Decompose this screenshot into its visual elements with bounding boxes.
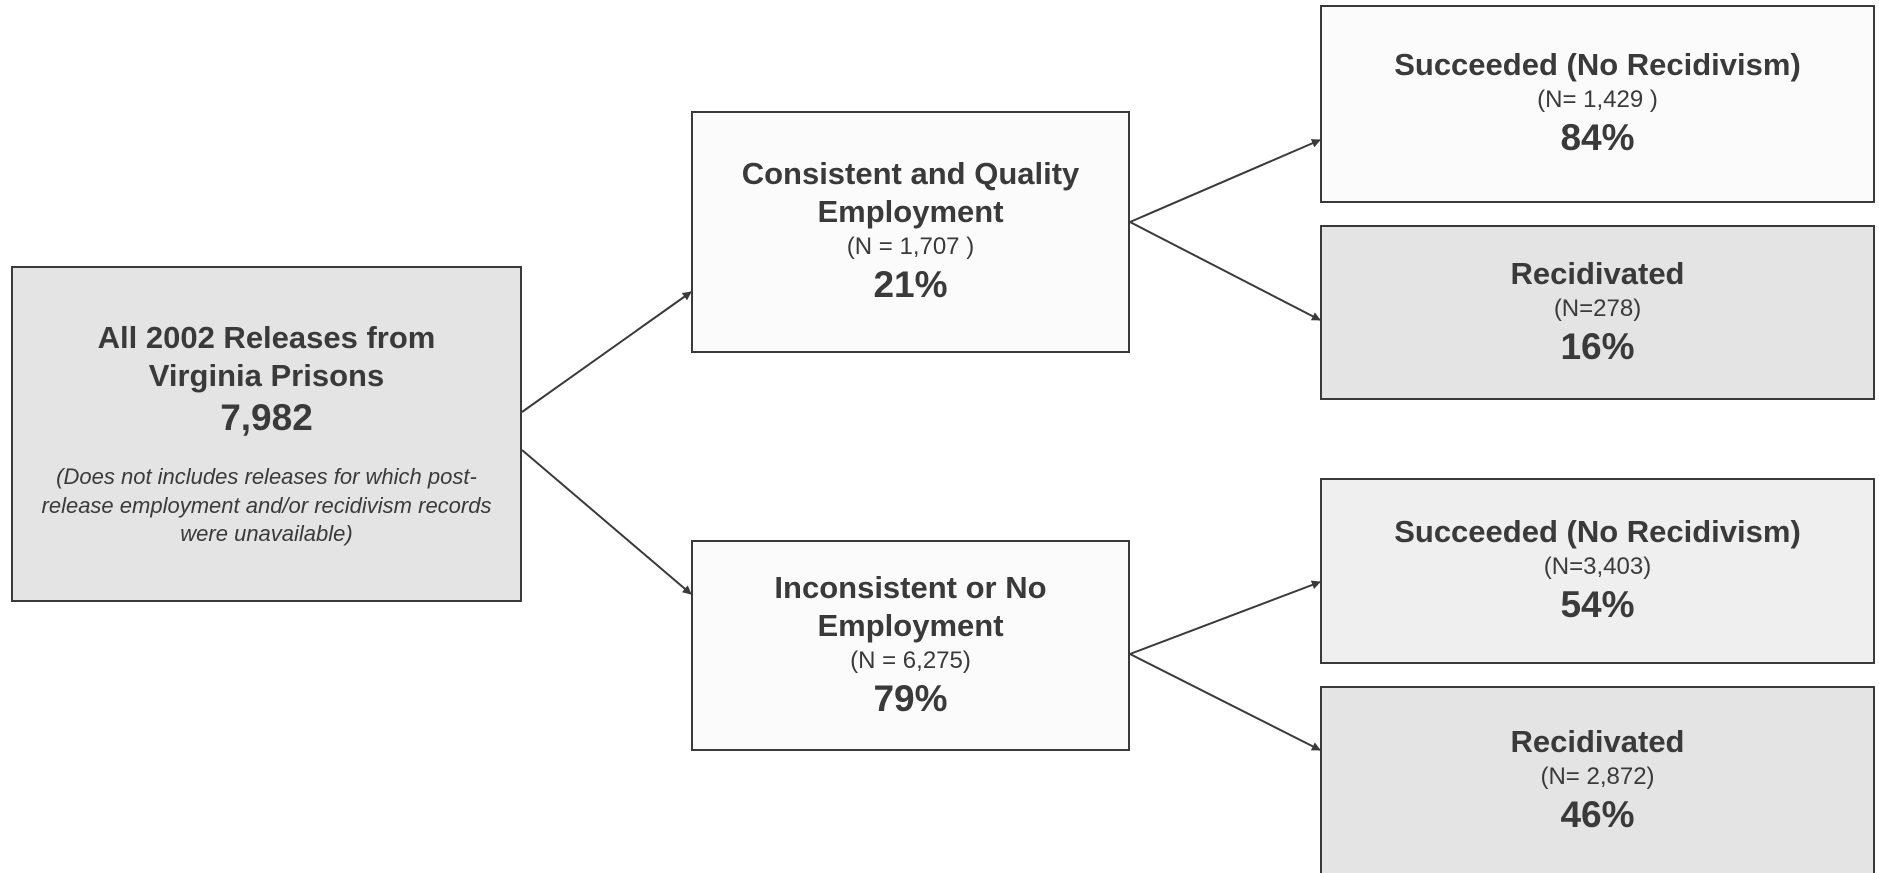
root-box: All 2002 Releases from Virginia Prisons …	[11, 266, 522, 602]
root-total: 7,982	[220, 396, 313, 438]
inconsistent-succeeded-n: (N=3,403)	[1543, 553, 1652, 581]
consistent-succeeded-box: Succeeded (No Recidivism) (N= 1,429 ) 84…	[1320, 5, 1875, 203]
arrow-root-to-consistent	[521, 291, 692, 413]
inconsistent-succeeded-title: Succeeded (No Recidivism)	[1394, 514, 1801, 550]
inconsistent-succeeded-box: Succeeded (No Recidivism) (N=3,403) 54%	[1320, 478, 1875, 664]
consistent-succeeded-n: (N= 1,429 )	[1537, 86, 1658, 114]
consistent-recidivated-n: (N=278)	[1553, 294, 1642, 322]
consistent-recidivated-box: Recidivated (N=278) 16%	[1320, 225, 1875, 400]
consistent-recidivated-title: Recidivated	[1510, 255, 1685, 291]
arrow-consistent-to-succeeded	[1129, 139, 1321, 223]
inconsistent-recidivated-n: (N= 2,872)	[1540, 762, 1655, 790]
inconsistent-recidivated-title: Recidivated	[1510, 723, 1685, 759]
consistent-n: (N = 1,707 )	[846, 233, 975, 261]
inconsistent-employment-box: Inconsistent or No Employment (N = 6,275…	[691, 540, 1130, 751]
arrow-inconsistent-to-succeeded	[1129, 580, 1321, 655]
root-title: All 2002 Releases from Virginia Prisons	[97, 320, 436, 393]
inconsistent-succeeded-pct: 54%	[1560, 584, 1635, 626]
consistent-title: Consistent and Quality Employment	[741, 156, 1080, 230]
inconsistent-n: (N = 6,275)	[850, 646, 971, 674]
inconsistent-pct: 79%	[873, 677, 948, 719]
inconsistent-recidivated-box: Recidivated (N= 2,872) 46%	[1320, 686, 1875, 873]
consistent-succeeded-title: Succeeded (No Recidivism)	[1394, 47, 1801, 83]
arrow-consistent-to-recidivated	[1129, 221, 1321, 321]
arrow-root-to-inconsistent	[521, 449, 692, 595]
consistent-succeeded-pct: 84%	[1560, 117, 1635, 159]
root-note: (Does not includes releases for which po…	[41, 464, 492, 547]
inconsistent-title: Inconsistent or No Employment	[774, 569, 1047, 643]
inconsistent-recidivated-pct: 46%	[1560, 793, 1635, 835]
consistent-pct: 21%	[873, 264, 948, 306]
arrow-inconsistent-to-recidivated	[1129, 653, 1321, 751]
consistent-employment-box: Consistent and Quality Employment (N = 1…	[691, 111, 1130, 353]
consistent-recidivated-pct: 16%	[1560, 325, 1635, 367]
